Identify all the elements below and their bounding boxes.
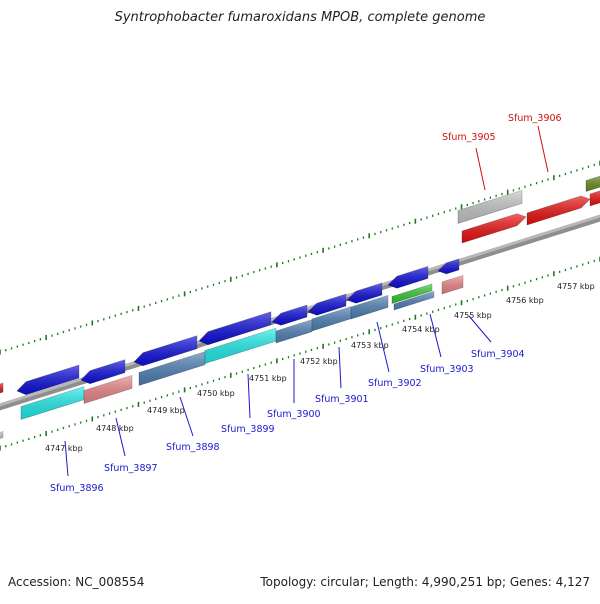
kbp-label: 4752 kbp [300, 357, 338, 366]
gene-arrow-shade [527, 196, 590, 225]
product-sfum-3904[interactable] [441, 274, 464, 295]
kbp-label: 4748 kbp [96, 424, 134, 433]
gene-arrow-shade [347, 283, 382, 304]
gene-labels[interactable]: Sfum_3896 Sfum_3897 Sfum_3898 Sfum_3899 … [50, 113, 562, 494]
gene-sfum-3905-cds[interactable] [461, 213, 527, 244]
gene-arrow-shade [21, 386, 84, 420]
gene-arrow-shade [590, 190, 600, 206]
accession-text: Accession: NC_008554 [8, 575, 145, 589]
leader-line [429, 313, 442, 358]
leader-line [376, 321, 390, 373]
gene-sfum-3896[interactable] [16, 364, 80, 396]
gene-arrow-shade [81, 359, 125, 384]
topology-text: Topology: circular; Length: 4,990,251 bp… [260, 575, 590, 589]
gene-sfum-3899[interactable] [198, 311, 272, 346]
gene-arrow-shade [462, 213, 526, 243]
gene-arrow-shade [394, 291, 434, 310]
gene-arrow-shade [134, 335, 197, 366]
gene-sfum-3906[interactable] [526, 195, 591, 226]
gene-label-sfum-3904[interactable]: Sfum_3904 [471, 349, 525, 360]
gene-label-sfum-3903[interactable]: Sfum_3903 [420, 364, 474, 375]
kbp-label: 4755 kbp [454, 311, 492, 320]
gene-arrow-shade [272, 305, 307, 326]
kbp-label: 4747 kbp [45, 444, 83, 453]
gene-label-sfum-3900[interactable]: Sfum_3900 [267, 409, 321, 420]
gene-label-sfum-3898[interactable]: Sfum_3898 [166, 442, 220, 453]
gene-arrow-shade [458, 190, 522, 224]
kbp-label: 4754 kbp [402, 325, 440, 334]
kbp-label: 4756 kbp [506, 296, 544, 305]
gene-arrow-shade [442, 275, 463, 294]
gene-arrow-shade [0, 431, 3, 439]
gene-arrow-shade [308, 294, 346, 316]
gene-arrow-shade [586, 176, 600, 192]
gene-arrow-shade [392, 283, 432, 304]
gene-sfum-3903[interactable] [387, 265, 429, 289]
gene-label-sfum-3906[interactable]: Sfum_3906 [508, 113, 562, 124]
product-sfum-3903b[interactable] [393, 290, 435, 311]
gene-features[interactable] [0, 175, 600, 441]
gene-label-sfum-3902[interactable]: Sfum_3902 [368, 378, 422, 389]
gene-arrow-shade [139, 351, 205, 386]
gene-label-sfum-3899[interactable]: Sfum_3899 [221, 424, 275, 435]
gene-arrow-shade [276, 319, 312, 343]
gene-sfum-3904[interactable] [437, 258, 460, 275]
kbp-label: 4753 kbp [351, 341, 389, 350]
gene-label-sfum-3901[interactable]: Sfum_3901 [315, 394, 369, 405]
gene-left-edge-gray[interactable] [0, 431, 4, 441]
gene-arrow-shade [438, 258, 459, 274]
gene-olive-edge[interactable] [585, 175, 600, 192]
gene-sfum-3907[interactable] [589, 189, 600, 207]
gene-label-sfum-3896[interactable]: Sfum_3896 [50, 483, 104, 494]
label-leader-lines [64, 125, 549, 477]
gene-arrow-shade [312, 306, 351, 331]
gene-label-sfum-3905[interactable]: Sfum_3905 [442, 132, 496, 143]
gene-arrow-shade [388, 266, 428, 289]
product-sfum-3902[interactable] [350, 294, 389, 320]
leader-line [247, 373, 251, 419]
leader-line [468, 315, 492, 343]
gene-arrow-shade [0, 383, 3, 393]
leader-line [475, 147, 486, 191]
genome-title: Syntrophobacter fumaroxidans MPOB, compl… [114, 10, 486, 25]
kbp-label: 4749 kbp [147, 406, 185, 415]
gene-arrow-shade [205, 328, 276, 364]
leader-line [179, 396, 194, 437]
leader-line [64, 440, 69, 477]
gene-arrow-shade [84, 375, 132, 404]
leader-line [537, 125, 549, 173]
kbp-tick-labels: 4747 kbp 4748 kbp 4749 kbp 4750 kbp 4751… [45, 282, 595, 453]
gene-arrow-shade [17, 365, 79, 395]
gene-label-sfum-3897[interactable]: Sfum_3897 [104, 463, 158, 474]
product-sfum-3903a[interactable] [391, 283, 433, 304]
product-sfum-3897[interactable] [83, 374, 133, 404]
gene-sfum-3901[interactable] [307, 293, 347, 316]
gene-sfum-3897[interactable] [80, 359, 126, 385]
leader-line [338, 346, 342, 389]
gene-sfum-3905[interactable] [457, 189, 523, 224]
gene-arrow-shade [351, 295, 388, 319]
gene-sfum-3898[interactable] [133, 335, 198, 367]
leader-line [115, 417, 126, 457]
product-sfum-3898[interactable] [138, 351, 206, 386]
tick-track-top [0, 160, 600, 355]
kbp-label: 4751 kbp [249, 374, 287, 383]
kbp-label: 4757 kbp [557, 282, 595, 291]
gene-arrow-shade [199, 311, 271, 345]
kbp-label: 4750 kbp [197, 389, 235, 398]
gene-left-edge[interactable] [0, 382, 4, 395]
product-sfum-3900[interactable] [275, 319, 313, 344]
gene-sfum-3900[interactable] [271, 304, 308, 326]
tick-track-bottom [0, 256, 600, 451]
gene-sfum-3902[interactable] [346, 282, 383, 304]
